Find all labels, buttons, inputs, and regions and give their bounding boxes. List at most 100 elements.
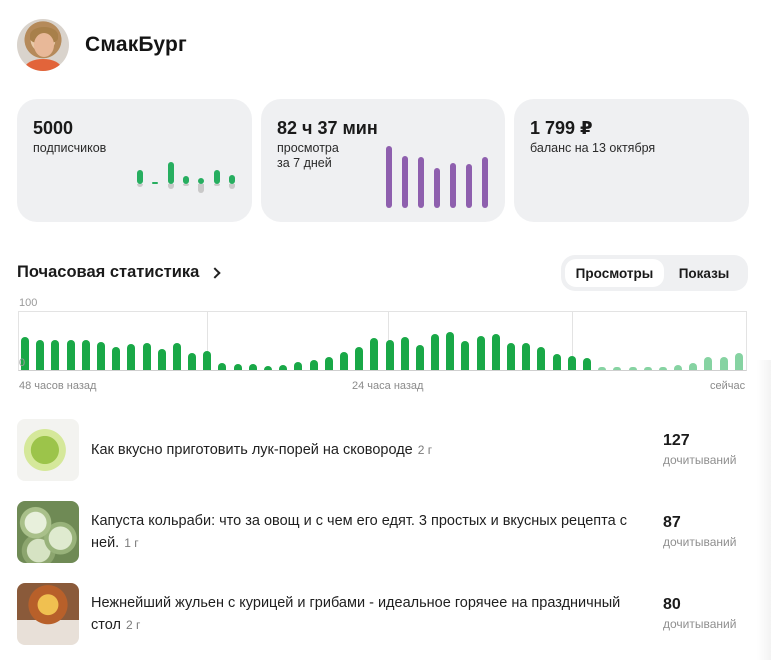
subscriber-loss-bar <box>228 184 235 189</box>
channel-name[interactable]: СмакБург <box>85 33 188 56</box>
hourly-bar[interactable] <box>658 367 667 370</box>
hourly-bar[interactable] <box>248 364 257 370</box>
hourly-bar[interactable] <box>203 350 212 370</box>
hourly-bar[interactable] <box>674 365 683 370</box>
watch-time-mini-chart <box>386 144 496 208</box>
hourly-bar[interactable] <box>719 356 728 370</box>
channel-header: СмакБург <box>17 19 187 71</box>
hourly-bar[interactable] <box>51 340 60 370</box>
hourly-bar[interactable] <box>355 347 364 370</box>
watch-time-day-bar <box>386 146 392 208</box>
subscriber-gain-bar <box>152 182 159 184</box>
hourly-bar[interactable] <box>339 352 348 370</box>
hourly-bar[interactable] <box>385 340 394 370</box>
hourly-stats-link[interactable]: Почасовая статистика <box>17 263 222 282</box>
hourly-bar[interactable] <box>21 337 29 370</box>
hourly-bar[interactable] <box>643 367 652 370</box>
tab-impressions[interactable]: Показы <box>678 265 730 281</box>
article-title-block[interactable]: Нежнейший жульен с курицей и грибами - и… <box>91 592 631 636</box>
hourly-bar[interactable] <box>431 334 440 370</box>
y-axis-zero-label: 0 <box>19 357 26 369</box>
hourly-bar[interactable] <box>370 338 379 370</box>
article-title: Капуста кольраби: что за овощ и с чем ег… <box>91 513 627 551</box>
hourly-bar[interactable] <box>233 364 242 370</box>
subscribers-mini-chart <box>137 157 237 197</box>
article-title-block[interactable]: Как вкусно приготовить лук-порей на сков… <box>91 439 631 461</box>
article-stat: 87 дочитываний <box>663 513 736 549</box>
subscriber-loss-bar <box>213 184 220 186</box>
scroll-edge-shadow <box>757 360 771 660</box>
article-title-block[interactable]: Капуста кольраби: что за овощ и с чем ег… <box>91 510 631 554</box>
hourly-bar[interactable] <box>66 340 75 370</box>
hourly-bar[interactable] <box>294 362 303 370</box>
article-thumbnail[interactable] <box>17 501 79 563</box>
hourly-bar[interactable] <box>324 356 333 370</box>
hourly-bar[interactable] <box>689 362 698 370</box>
article-read-count: 127 <box>663 432 690 449</box>
hourly-bar[interactable] <box>172 343 181 370</box>
hourly-bar[interactable] <box>522 343 531 370</box>
hourly-bar[interactable] <box>96 341 105 370</box>
article-stat: 127 дочитываний <box>663 431 736 467</box>
article-thumbnail[interactable] <box>17 583 79 645</box>
x-axis-label-middle: 24 часа назад <box>352 380 424 392</box>
watch-time-day-bar <box>402 156 408 208</box>
subscribers-card[interactable]: 5000 подписчиков <box>17 99 252 222</box>
hourly-bar[interactable] <box>567 356 576 370</box>
hourly-bar[interactable] <box>552 353 561 370</box>
hourly-bar[interactable] <box>491 334 500 370</box>
hourly-bar[interactable] <box>537 347 546 370</box>
hourly-bar[interactable] <box>734 353 743 370</box>
article-read-count: 80 <box>663 596 681 613</box>
hourly-bar[interactable] <box>157 349 166 370</box>
hourly-bar[interactable] <box>415 344 424 370</box>
balance-label: баланс на 13 октября <box>530 141 656 155</box>
hourly-bar[interactable] <box>461 341 470 370</box>
article-title: Как вкусно приготовить лук-порей на сков… <box>91 442 413 458</box>
article-thumbnail[interactable] <box>17 419 79 481</box>
article-age: 2 г <box>417 443 433 457</box>
article-read-label: дочитываний <box>663 535 737 549</box>
hourly-bar[interactable] <box>309 359 318 370</box>
subscriber-loss-bar <box>198 184 205 193</box>
hourly-bar[interactable] <box>507 343 515 370</box>
tab-views[interactable]: Просмотры <box>565 259 664 287</box>
gridline <box>572 312 573 370</box>
hourly-bar[interactable] <box>36 340 45 370</box>
article-item[interactable]: Нежнейший жульен с курицей и грибами - и… <box>17 583 747 645</box>
hourly-bar[interactable] <box>446 332 455 370</box>
hourly-bar[interactable] <box>127 344 136 370</box>
balance-card[interactable]: 1 799 ₽ баланс на 13 октября <box>514 99 749 222</box>
watch-time-card[interactable]: 82 ч 37 мин просмотра за 7 дней <box>261 99 505 222</box>
article-item[interactable]: Как вкусно приготовить лук-порей на сков… <box>17 419 747 481</box>
article-title: Нежнейший жульен с курицей и грибами - и… <box>91 595 621 633</box>
x-axis-label-end: сейчас <box>710 380 746 392</box>
watch-time-label: просмотра за 7 дней <box>277 141 489 171</box>
subscriber-gain-bar <box>182 176 189 184</box>
avatar[interactable] <box>17 19 69 71</box>
article-age: 2 г <box>125 618 141 632</box>
watch-time-day-bar <box>418 157 424 208</box>
hourly-bar[interactable] <box>400 337 409 370</box>
hourly-bar[interactable] <box>704 356 713 370</box>
hourly-bar[interactable] <box>598 367 607 370</box>
hourly-bar[interactable] <box>112 347 121 370</box>
avatar-face <box>34 33 54 57</box>
hourly-bar-chart[interactable] <box>18 311 747 371</box>
hourly-bar[interactable] <box>613 367 622 370</box>
hourly-bar[interactable] <box>582 358 591 370</box>
subscriber-gain-bar <box>198 178 205 184</box>
hourly-bar[interactable] <box>476 335 485 370</box>
watch-time-label-line1: просмотра <box>277 141 339 155</box>
article-item[interactable]: Капуста кольраби: что за овощ и с чем ег… <box>17 501 747 563</box>
hourly-bar[interactable] <box>218 362 227 370</box>
hourly-bar[interactable] <box>188 353 197 370</box>
gridline <box>207 312 208 370</box>
article-stat: 80 дочитываний <box>663 595 736 631</box>
hourly-bar[interactable] <box>628 367 637 370</box>
hourly-bar[interactable] <box>264 365 272 370</box>
subscriber-gain-bar <box>167 162 174 184</box>
hourly-bar[interactable] <box>142 343 151 370</box>
hourly-bar[interactable] <box>81 340 90 370</box>
hourly-bar[interactable] <box>279 365 288 370</box>
